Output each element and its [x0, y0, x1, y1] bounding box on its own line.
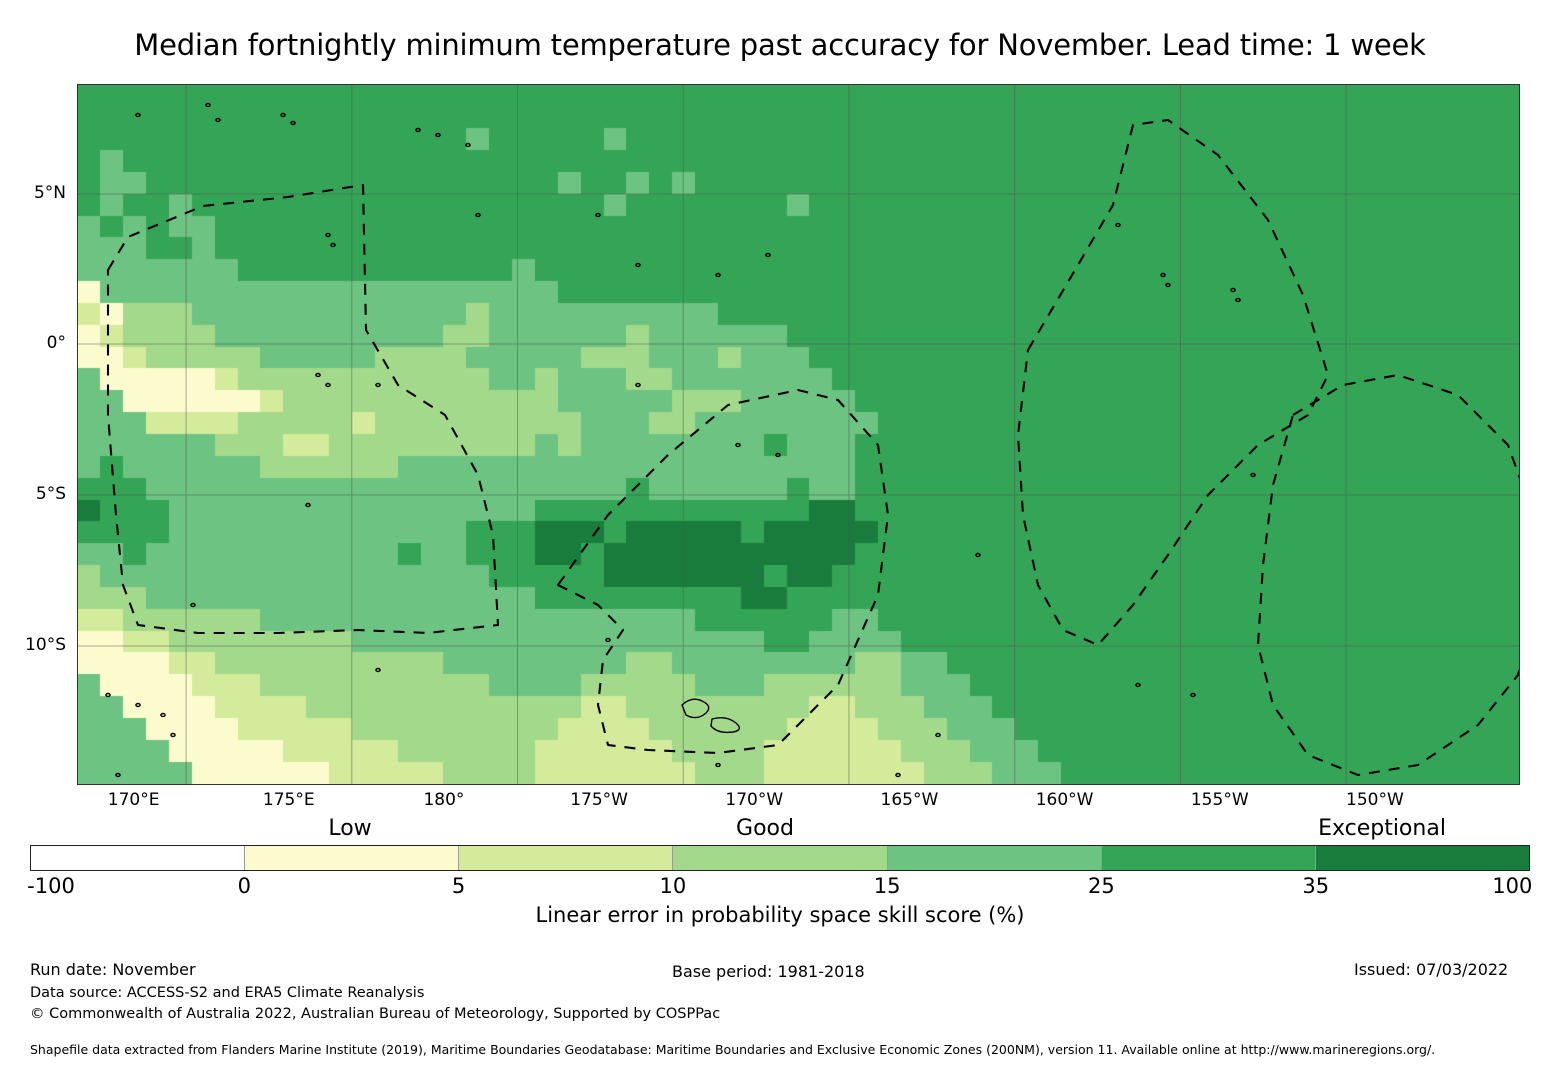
copyright-text: © Commonwealth of Australia 2022, Austra… [30, 1006, 721, 1022]
skill-score-heatmap [78, 85, 1519, 784]
x-tick-label: 155°W [1190, 790, 1249, 810]
x-tick-label: 150°W [1346, 790, 1404, 810]
colorbar-tick-label: 10 [659, 874, 687, 898]
x-tick-label: 170°W [725, 790, 784, 810]
issued-date-text: Issued: 07/03/2022 [1354, 960, 1509, 979]
colorbar-category-good: Good [736, 816, 794, 841]
colorbar-title: Linear error in probability space skill … [535, 903, 1025, 927]
run-date-text: Run date: November [30, 960, 196, 979]
y-tick-label: 5°S [35, 484, 66, 504]
colorbar-segment-3 [672, 846, 887, 870]
colorbar [30, 845, 1530, 871]
colorbar-segment-5 [1100, 846, 1315, 870]
data-source-text: Data source: ACCESS-S2 and ERA5 Climate … [30, 985, 425, 1001]
map-plot-area[interactable] [77, 84, 1520, 785]
base-period-text: Base period: 1981-2018 [672, 962, 865, 981]
y-tick-label: 5°N [33, 183, 66, 203]
colorbar-tick-label: 0 [237, 874, 251, 898]
x-tick-label: 175°W [570, 790, 628, 810]
colorbar-segment-2 [458, 846, 673, 870]
colorbar-category-exceptional: Exceptional [1318, 816, 1446, 841]
colorbar-tick-label: -100 [27, 874, 75, 898]
page-title: Median fortnightly minimum temperature p… [134, 28, 1426, 62]
x-tick-label: 160°W [1035, 790, 1094, 810]
colorbar-tick-label: 35 [1302, 874, 1330, 898]
colorbar-segment-0 [31, 846, 245, 870]
x-tick-label: 175°E [262, 790, 315, 810]
shapefile-attribution-text: Shapefile data extracted from Flanders M… [30, 1042, 1436, 1057]
y-tick-label: 0° [46, 333, 66, 353]
x-tick-label: 165°W [880, 790, 939, 810]
colorbar-segment-1 [244, 846, 459, 870]
colorbar-tick-label: 100 [1492, 874, 1533, 898]
colorbar-tick-label: 15 [873, 874, 901, 898]
colorbar-tick-label: 5 [451, 874, 466, 898]
colorbar-tick-label: 25 [1088, 874, 1115, 898]
x-tick-label: 180° [423, 790, 465, 810]
colorbar-category-low: Low [328, 816, 372, 841]
colorbar-segment-4 [886, 846, 1101, 870]
colorbar-segment-6 [1314, 846, 1529, 870]
x-tick-label: 170°E [107, 790, 160, 810]
y-tick-label: 10°S [25, 635, 66, 655]
